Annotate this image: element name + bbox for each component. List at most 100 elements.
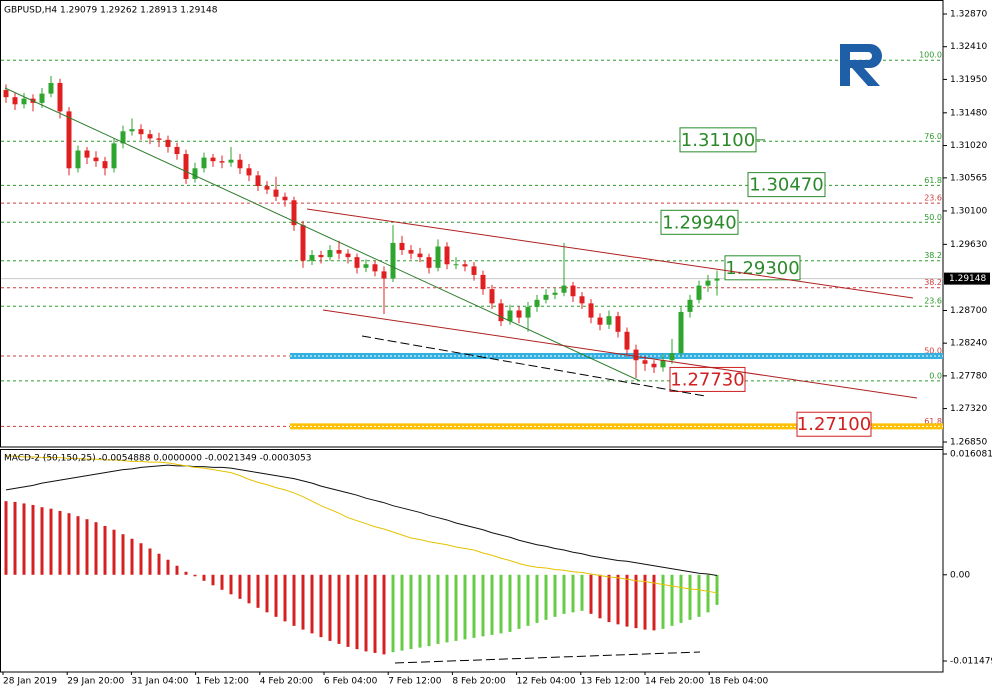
macd-bar — [112, 529, 116, 575]
candle-body — [12, 97, 18, 105]
chart-header: GBPUSD,H4 1.29079 1.29262 1.28913 1.2914… — [4, 6, 218, 16]
x-tick-label: 12 Feb 04:00 — [517, 677, 576, 687]
candle-body — [453, 264, 459, 266]
candle-body — [426, 257, 432, 268]
candle-body — [57, 82, 63, 112]
candle-body — [48, 82, 54, 94]
macd-bar — [490, 574, 494, 635]
fib-label: 61.8 — [924, 176, 942, 185]
price-label: 1.30470 — [749, 175, 823, 196]
x-tick-label: 28 Jan 2019 — [3, 677, 57, 687]
candle-body — [471, 266, 477, 275]
candle-body — [444, 246, 450, 265]
candle-body — [210, 157, 216, 162]
fib-label: 50.0 — [924, 346, 942, 355]
price-label-box — [679, 127, 757, 153]
last-price-label: 1.29148 — [949, 274, 986, 284]
candle-body — [561, 285, 567, 293]
price-panel-frame — [0, 0, 944, 448]
candle-body — [129, 129, 135, 132]
candle-body — [615, 316, 621, 332]
candle-body — [498, 303, 504, 322]
macd-bar — [76, 516, 80, 575]
candle-body — [552, 292, 558, 295]
macd-bar — [535, 574, 539, 623]
candle-body — [327, 250, 333, 258]
fib-label: 50.0 — [924, 213, 942, 222]
macd-bar — [193, 574, 197, 577]
macd-bar — [157, 553, 161, 575]
candle-body — [345, 253, 351, 258]
candle-body — [660, 360, 666, 368]
candle-body — [570, 285, 576, 297]
macd-divergence-line — [394, 651, 701, 664]
macd-bar — [454, 574, 458, 641]
macd-bar — [301, 574, 305, 630]
candle-body — [417, 253, 423, 258]
candle-body — [633, 349, 639, 361]
y-tick-label: 1.32410 — [950, 42, 987, 52]
candle-body — [354, 257, 360, 268]
candle-body — [606, 316, 612, 325]
macd-bar — [607, 574, 611, 623]
macd-bar — [148, 548, 152, 575]
x-tick-label: 13 Feb 12:00 — [581, 677, 640, 687]
candle-body — [336, 250, 342, 254]
macd-bar — [256, 574, 260, 608]
fib-label: 100.0 — [919, 51, 942, 60]
x-tick-label: 31 Jan 04:00 — [131, 677, 188, 687]
candle-body — [687, 299, 693, 312]
candle-body — [255, 175, 261, 187]
logo — [840, 44, 882, 86]
candle-body — [273, 189, 279, 197]
price-label: 1.27730 — [670, 369, 744, 390]
candle-body — [84, 150, 90, 158]
candle-body — [246, 168, 252, 176]
candle-body — [624, 331, 630, 350]
y2-tick-label: 0.0160813 — [950, 450, 992, 460]
candle-body — [192, 168, 198, 179]
trend-line — [4, 87, 641, 382]
candle-body — [219, 161, 225, 163]
macd-bar — [589, 574, 593, 614]
candle-body — [39, 93, 45, 103]
macd-bar — [445, 574, 449, 643]
macd-bar — [220, 574, 224, 590]
macd-bar — [562, 574, 566, 614]
macd-bar — [94, 522, 98, 575]
y-tick-label: 1.26850 — [950, 438, 987, 448]
macd-bar — [328, 574, 332, 641]
macd-bar — [400, 574, 404, 651]
candle-body — [651, 363, 657, 368]
macd-bar — [481, 574, 485, 637]
candle-body — [588, 303, 594, 318]
price-zone — [290, 423, 943, 430]
candle-body — [435, 246, 441, 268]
y-tick-label: 1.27780 — [950, 371, 987, 381]
fib-label: 61.8 — [924, 417, 942, 426]
macd-line — [5, 464, 718, 577]
candle-body — [714, 278, 720, 281]
fib-label: 0.0 — [929, 371, 942, 380]
candle-body — [102, 161, 108, 169]
candle-body — [300, 225, 306, 261]
fib-label: 38.2 — [924, 251, 942, 260]
y-tick-label: 1.31480 — [950, 108, 987, 118]
candle-body — [318, 255, 324, 258]
candle-body — [282, 196, 288, 201]
y-tick-label: 1.28240 — [950, 339, 987, 349]
macd-bar — [346, 574, 350, 647]
candle-body — [120, 131, 126, 144]
x-tick-label: 1 Feb 12:00 — [196, 677, 250, 687]
y-tick-label: 1.32870 — [950, 10, 987, 20]
candle-body — [228, 159, 234, 163]
macd-bar — [382, 574, 386, 655]
candle-body — [525, 306, 531, 318]
macd-bar — [310, 574, 314, 634]
macd-bar — [625, 574, 629, 627]
price-label: 1.27100 — [797, 414, 871, 435]
macd-bar — [67, 513, 71, 575]
macd-bar — [643, 574, 647, 630]
y-tick-label: 1.27320 — [950, 404, 987, 414]
